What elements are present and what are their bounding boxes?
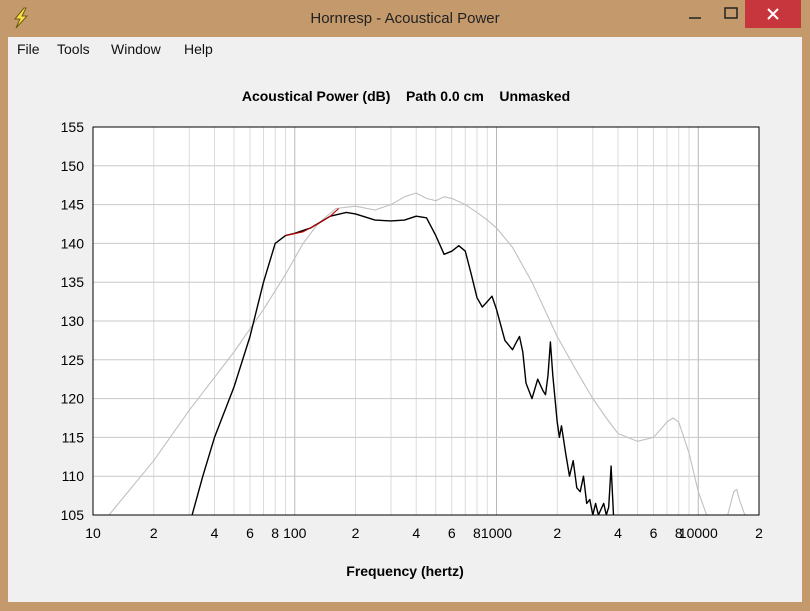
y-tick-label: 105 — [61, 507, 85, 523]
lightning-icon[interactable] — [10, 7, 32, 29]
y-tick-label: 120 — [61, 391, 85, 407]
menu-tools[interactable]: Tools — [57, 41, 90, 57]
x-tick-label: 6 — [246, 525, 254, 541]
x-tick-label: 8 — [473, 525, 481, 541]
x-tick-label: 4 — [412, 525, 420, 541]
x-tick-label: 6 — [448, 525, 456, 541]
y-tick-label: 125 — [61, 352, 85, 368]
y-tick-label: 135 — [61, 274, 85, 290]
maximize-icon — [724, 7, 738, 19]
x-axis-label: Frequency (hertz) — [346, 563, 463, 579]
menu-bar: File Tools Window Help — [8, 37, 802, 63]
x-tick-label: 8 — [271, 525, 279, 541]
series-line-2 — [285, 208, 339, 237]
series-group — [108, 192, 746, 515]
x-tick-label: 10000 — [679, 525, 718, 541]
x-tick-label: 2 — [352, 525, 360, 541]
chart-title: Acoustical Power (dB) Path 0.0 cm Unmask… — [242, 88, 570, 104]
x-tick-label: 6 — [650, 525, 658, 541]
y-tick-label: 150 — [61, 158, 85, 174]
close-icon — [767, 8, 779, 20]
menu-file[interactable]: File — [17, 41, 40, 57]
menu-window[interactable]: Window — [111, 41, 161, 57]
close-button[interactable] — [745, 0, 801, 28]
y-tick-label: 140 — [61, 235, 85, 251]
menu-help[interactable]: Help — [184, 41, 213, 57]
x-tick-label: 1000 — [481, 525, 512, 541]
y-tick-label: 115 — [62, 429, 85, 445]
x-tick-label: 4 — [211, 525, 219, 541]
minimize-button[interactable] — [672, 0, 718, 28]
x-tick-label: 4 — [614, 525, 622, 541]
y-axis-ticks: 105 110 115 120 125 130 135 140 145 150 155 — [61, 119, 85, 523]
plot-border — [92, 126, 760, 516]
x-tick-label: 2 — [755, 525, 763, 541]
x-tick-label: 10 — [85, 525, 101, 541]
x-tick-label: 8 — [675, 525, 683, 541]
title-bar[interactable]: Hornresp - Acoustical Power — [0, 0, 810, 36]
window-title: Hornresp - Acoustical Power — [310, 10, 500, 27]
x-tick-label: 100 — [283, 525, 307, 541]
x-tick-label: 2 — [553, 525, 561, 541]
y-tick-label: 145 — [61, 197, 85, 213]
chart-area: Acoustical Power (dB) Path 0.0 cm Unmask… — [8, 63, 802, 602]
y-tick-label: 110 — [62, 468, 85, 484]
x-tick-label: 2 — [150, 525, 158, 541]
grid — [93, 126, 759, 516]
y-tick-label: 130 — [61, 313, 85, 329]
y-tick-label: 155 — [61, 119, 85, 135]
maximize-button[interactable] — [708, 0, 754, 28]
minimize-icon — [689, 17, 701, 19]
acoustical-power-chart: Acoustical Power (dB) Path 0.0 cm Unmask… — [61, 88, 763, 579]
